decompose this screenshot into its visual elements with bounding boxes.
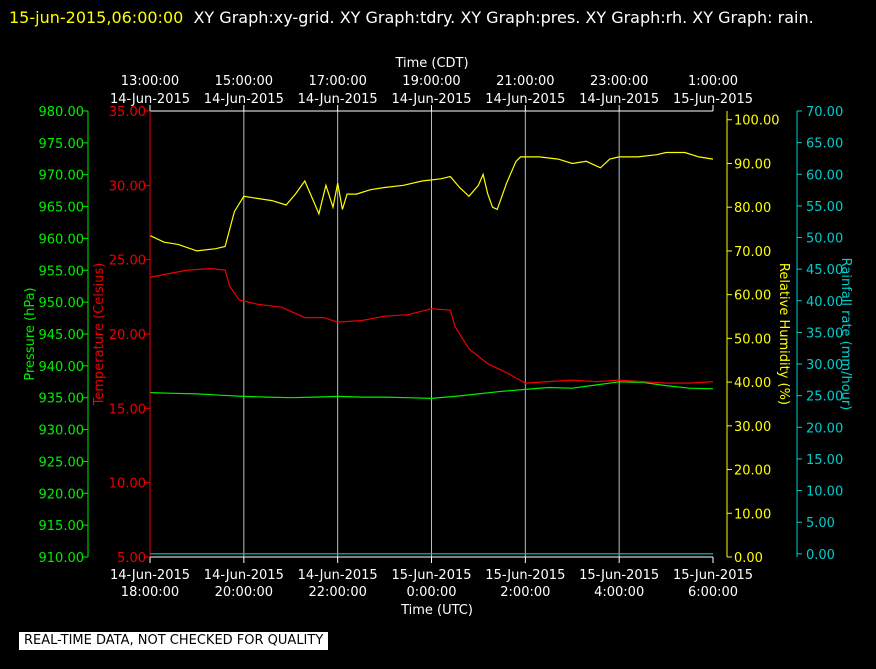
temperature-tick-label: 35.00 — [109, 105, 146, 120]
humidity-tick-label: 50.00 — [734, 332, 771, 347]
temperature-tick-label: 5.00 — [117, 551, 146, 566]
x-top-tick-date: 15-Jun-2015 — [673, 92, 753, 107]
temperature-tick-label: 10.00 — [109, 477, 146, 492]
humidity-axis-title: Relative Humidity (%) — [776, 263, 791, 405]
humidity-tick-label: 70.00 — [734, 245, 771, 260]
series-pres-line — [149, 381, 714, 400]
rain-tick-label: 35.00 — [806, 326, 843, 341]
rain-tick-label: 5.00 — [806, 516, 835, 531]
humidity-tick-label: 40.00 — [734, 376, 771, 391]
x-top-tick-time: 21:00:00 — [496, 74, 554, 89]
rain-tick-label: 60.00 — [806, 168, 843, 183]
temperature-tick-label: 30.00 — [109, 179, 146, 194]
x-top-tick-time: 1:00:00 — [688, 74, 738, 89]
pressure-tick-label: 925.00 — [39, 455, 85, 470]
x-top-tick-time: 13:00:00 — [121, 74, 179, 89]
x-top-tick-time: 17:00:00 — [308, 74, 366, 89]
pressure-tick-label: 910.00 — [39, 551, 85, 566]
humidity-tick-label: 100.00 — [734, 114, 780, 129]
pressure-tick-label: 930.00 — [39, 424, 85, 439]
rain-tick-label: 10.00 — [806, 485, 843, 500]
rain-tick-label: 0.00 — [806, 548, 835, 563]
humidity-tick-label: 0.00 — [734, 551, 763, 566]
pressure-tick-label: 980.00 — [39, 105, 85, 120]
rain-tick-label: 50.00 — [806, 232, 843, 247]
pressure-tick-label: 950.00 — [39, 296, 85, 311]
rain-tick-label: 15.00 — [806, 453, 843, 468]
x-bottom-tick-date: 14-Jun-2015 — [110, 568, 190, 583]
series-tdry-line — [149, 267, 714, 384]
x-top-tick-time: 23:00:00 — [590, 74, 648, 89]
quality-notice: REAL-TIME DATA, NOT CHECKED FOR QUALITY — [19, 632, 329, 650]
humidity-tick-label: 30.00 — [734, 420, 771, 435]
x-bottom-tick-time: 18:00:00 — [121, 585, 179, 600]
pressure-tick-label: 960.00 — [39, 232, 85, 247]
rain-tick-label: 45.00 — [806, 263, 843, 278]
x-top-tick-date: 14-Jun-2015 — [298, 92, 378, 107]
x-bottom-tick-date: 14-Jun-2015 — [204, 568, 284, 583]
rain-tick-label: 70.00 — [806, 105, 843, 120]
series-lines — [149, 151, 714, 555]
x-top-tick-date: 14-Jun-2015 — [391, 92, 471, 107]
x-bottom-axis-label: Time (UTC) — [400, 603, 473, 618]
title-timestamp: 15-jun-2015,06:00:00 — [9, 8, 184, 27]
x-bottom-tick-time: 22:00:00 — [308, 585, 366, 600]
humidity-tick-label: 80.00 — [734, 201, 771, 216]
temperature-tick-label: 15.00 — [109, 402, 146, 417]
pressure-tick-label: 920.00 — [39, 487, 85, 502]
rain-axis-title: Rainfall rate (mm/hour) — [838, 258, 853, 411]
axes: Time (CDT) 13:00:00 14-Jun-2015 15:00:00 14-… — [23, 56, 853, 618]
pressure-tick-label: 945.00 — [39, 328, 85, 343]
pressure-tick-label: 965.00 — [39, 201, 85, 216]
pressure-tick-label: 970.00 — [39, 169, 85, 184]
rain-tick-label: 20.00 — [806, 421, 843, 436]
temperature-tick-label: 20.00 — [109, 328, 146, 343]
rain-tick-label: 55.00 — [806, 200, 843, 215]
humidity-tick-label: 20.00 — [734, 464, 771, 479]
x-bottom-tick-time: 0:00:00 — [406, 585, 456, 600]
x-top-axis-label: Time (CDT) — [394, 56, 468, 71]
grid-lines — [243, 111, 620, 557]
rain-tick-label: 40.00 — [806, 295, 843, 310]
humidity-tick-label: 10.00 — [734, 507, 771, 522]
pressure-axis-title: Pressure (hPa) — [23, 287, 38, 380]
pressure-tick-label: 915.00 — [39, 519, 85, 534]
temperature-axis-title: Temperature (Celsius) — [92, 263, 107, 407]
x-top-tick-date: 14-Jun-2015 — [579, 92, 659, 107]
x-top-tick-time: 19:00:00 — [402, 74, 460, 89]
series-rh-line — [149, 151, 714, 252]
x-top-tick-date: 14-Jun-2015 — [204, 92, 284, 107]
rain-tick-label: 65.00 — [806, 137, 843, 152]
x-bottom-tick-date: 14-Jun-2015 — [298, 568, 378, 583]
title-graph-list: XY Graph:xy-grid. XY Graph:tdry. XY Grap… — [193, 8, 814, 27]
x-bottom-tick-date: 15-Jun-2015 — [485, 568, 565, 583]
x-bottom-tick-time: 2:00:00 — [500, 585, 550, 600]
pressure-tick-label: 955.00 — [39, 264, 85, 279]
x-bottom-tick-date: 15-Jun-2015 — [579, 568, 659, 583]
rain-tick-label: 25.00 — [806, 390, 843, 405]
x-top-tick-date: 14-Jun-2015 — [110, 92, 190, 107]
rain-tick-label: 30.00 — [806, 358, 843, 373]
graph-title-line: 15-jun-2015,06:00:00 XY Graph:xy-grid. X… — [9, 3, 869, 32]
temperature-tick-label: 25.00 — [109, 254, 146, 269]
pressure-tick-label: 935.00 — [39, 392, 85, 407]
x-bottom-tick-date: 15-Jun-2015 — [673, 568, 753, 583]
humidity-tick-label: 90.00 — [734, 157, 771, 172]
x-bottom-tick-date: 15-Jun-2015 — [391, 568, 471, 583]
humidity-tick-label: 60.00 — [734, 289, 771, 304]
x-top-tick-time: 15:00:00 — [215, 74, 273, 89]
pressure-tick-label: 940.00 — [39, 360, 85, 375]
x-bottom-tick-time: 20:00:00 — [215, 585, 273, 600]
x-bottom-tick-time: 6:00:00 — [688, 585, 738, 600]
x-bottom-tick-time: 4:00:00 — [594, 585, 644, 600]
x-top-tick-date: 14-Jun-2015 — [485, 92, 565, 107]
pressure-tick-label: 975.00 — [39, 137, 85, 152]
